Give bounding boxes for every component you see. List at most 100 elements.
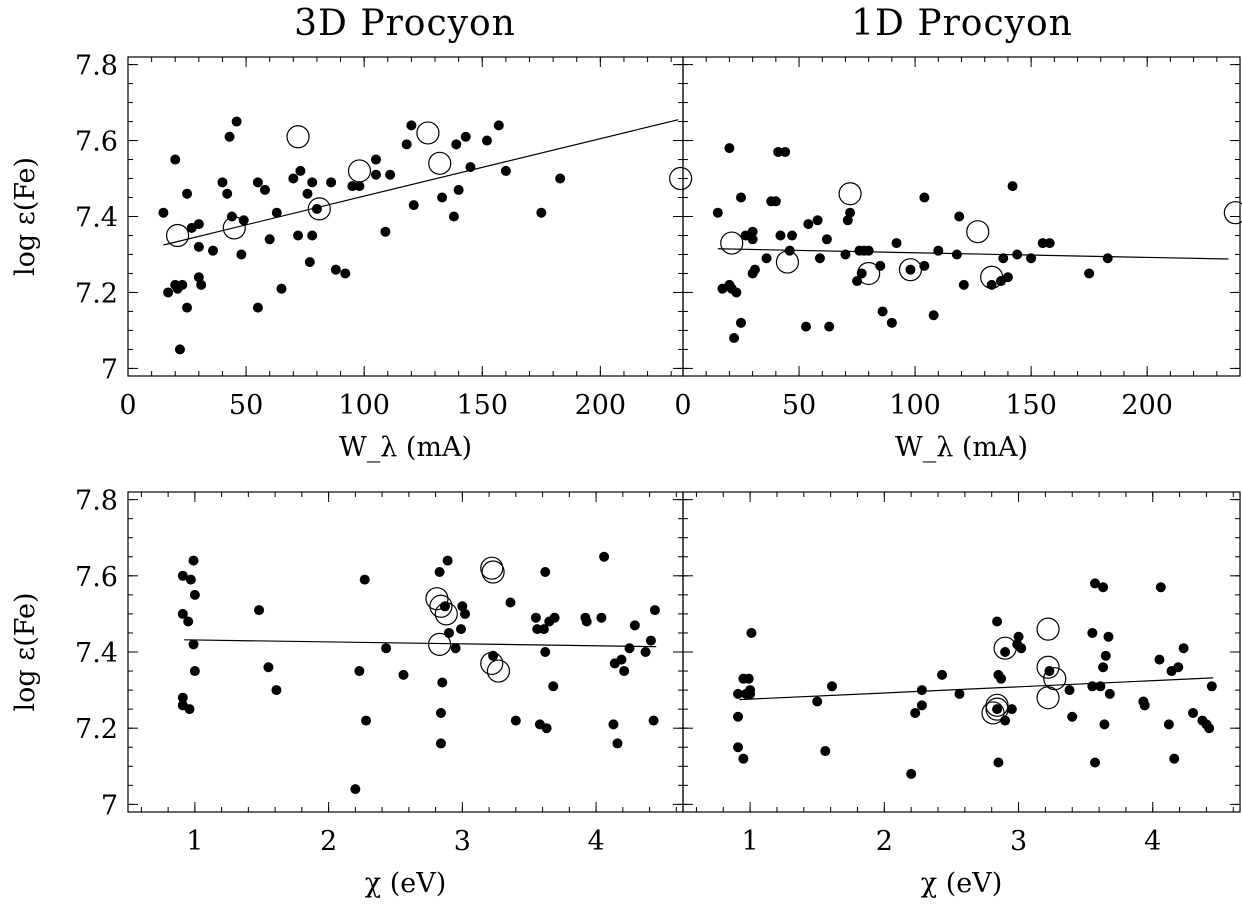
filled-point: [645, 635, 656, 646]
filled-point: [326, 177, 337, 188]
filled-point: [465, 162, 476, 173]
filled-point: [401, 139, 412, 150]
filled-point: [1188, 707, 1199, 718]
plot-frame: [682, 491, 1241, 813]
open-point: [286, 125, 310, 149]
open-point: [428, 632, 452, 656]
filled-point: [361, 715, 372, 726]
filled-point: [747, 234, 758, 245]
x-axis-label: W_λ (mA): [339, 432, 472, 463]
filled-point: [264, 234, 275, 245]
filled-point: [359, 574, 370, 585]
filled-point: [770, 196, 781, 207]
filled-point: [189, 589, 200, 600]
x-tick-label: 1: [186, 826, 203, 857]
y-axis-label: log ε(Fe): [10, 157, 41, 276]
panel-1d-excitation-potential: 1 2 3 4 χ (eV): [682, 491, 1241, 899]
filled-point: [1016, 643, 1027, 654]
filled-point: [773, 146, 784, 157]
filled-point: [1013, 631, 1024, 642]
filled-point: [493, 120, 504, 131]
filled-point: [1002, 272, 1013, 283]
y-tick-label: 7.4: [75, 203, 118, 234]
filled-point: [840, 249, 851, 260]
x-tick-label: 0: [119, 390, 136, 421]
filled-point: [177, 608, 188, 619]
open-point: [307, 197, 331, 221]
open-point: [165, 223, 190, 248]
filled-point: [1100, 650, 1111, 661]
filled-point: [177, 570, 188, 581]
filled-point: [193, 241, 204, 252]
filled-point: [188, 639, 199, 650]
filled-point: [276, 283, 287, 294]
filled-point: [845, 207, 856, 218]
filled-point: [510, 715, 521, 726]
filled-point: [549, 612, 560, 623]
y-tick-label: 7.2: [75, 714, 118, 745]
filled-point: [812, 215, 823, 226]
open-point: [775, 250, 800, 274]
x-tick-label: 1: [742, 826, 759, 857]
filled-point: [226, 211, 237, 222]
filled-point: [612, 738, 623, 749]
filled-point: [775, 230, 786, 241]
filled-point: [259, 184, 270, 195]
filled-point: [307, 177, 318, 188]
filled-point: [733, 711, 744, 722]
filled-point: [998, 253, 1009, 264]
open-point: [434, 602, 458, 626]
filled-point: [540, 647, 551, 657]
x-axis-label: χ (eV): [365, 868, 447, 899]
filled-point: [1006, 704, 1017, 715]
filled-point: [1000, 647, 1011, 657]
open-point: [966, 220, 990, 244]
x-tick-label: 2: [876, 826, 893, 857]
filled-point: [1104, 688, 1115, 699]
filled-point: [1163, 719, 1174, 730]
filled-point: [1154, 654, 1165, 665]
filled-point: [951, 249, 962, 260]
filled-point: [538, 624, 549, 635]
filled-point: [185, 574, 196, 585]
open-point: [1223, 201, 1242, 225]
filled-point: [271, 685, 282, 696]
filled-point: [906, 768, 917, 779]
open-point: [669, 166, 693, 191]
filled-point: [1064, 685, 1075, 696]
x-tick-label: 200: [575, 390, 627, 421]
x-tick-label: 100: [889, 390, 941, 421]
open-point: [720, 231, 744, 255]
open-point: [429, 594, 453, 618]
filled-point: [217, 177, 228, 188]
filled-point: [293, 230, 304, 241]
filled-point: [193, 272, 204, 283]
filled-point: [548, 681, 559, 692]
filled-point: [236, 249, 247, 260]
filled-point: [295, 165, 306, 176]
filled-point: [193, 219, 204, 230]
filled-point: [174, 344, 185, 355]
filled-point: [254, 605, 265, 616]
filled-point: [406, 120, 417, 131]
filled-point: [933, 245, 944, 256]
open-point: [985, 697, 1009, 721]
filled-point: [648, 715, 659, 726]
filled-point: [1155, 582, 1166, 593]
filled-point: [992, 704, 1003, 715]
open-point: [347, 159, 372, 183]
filled-point: [177, 692, 188, 703]
filled-point: [188, 555, 199, 566]
y-tick-label: 7.4: [75, 638, 118, 669]
filled-point: [170, 154, 181, 165]
filled-point: [177, 279, 188, 290]
filled-point: [231, 116, 242, 127]
filled-point: [814, 253, 825, 264]
filled-point: [784, 245, 795, 256]
filled-point: [747, 226, 758, 237]
filled-point: [905, 264, 916, 275]
filled-point: [370, 154, 381, 165]
filled-point: [780, 146, 791, 157]
y-tick-label: 7: [101, 354, 118, 385]
